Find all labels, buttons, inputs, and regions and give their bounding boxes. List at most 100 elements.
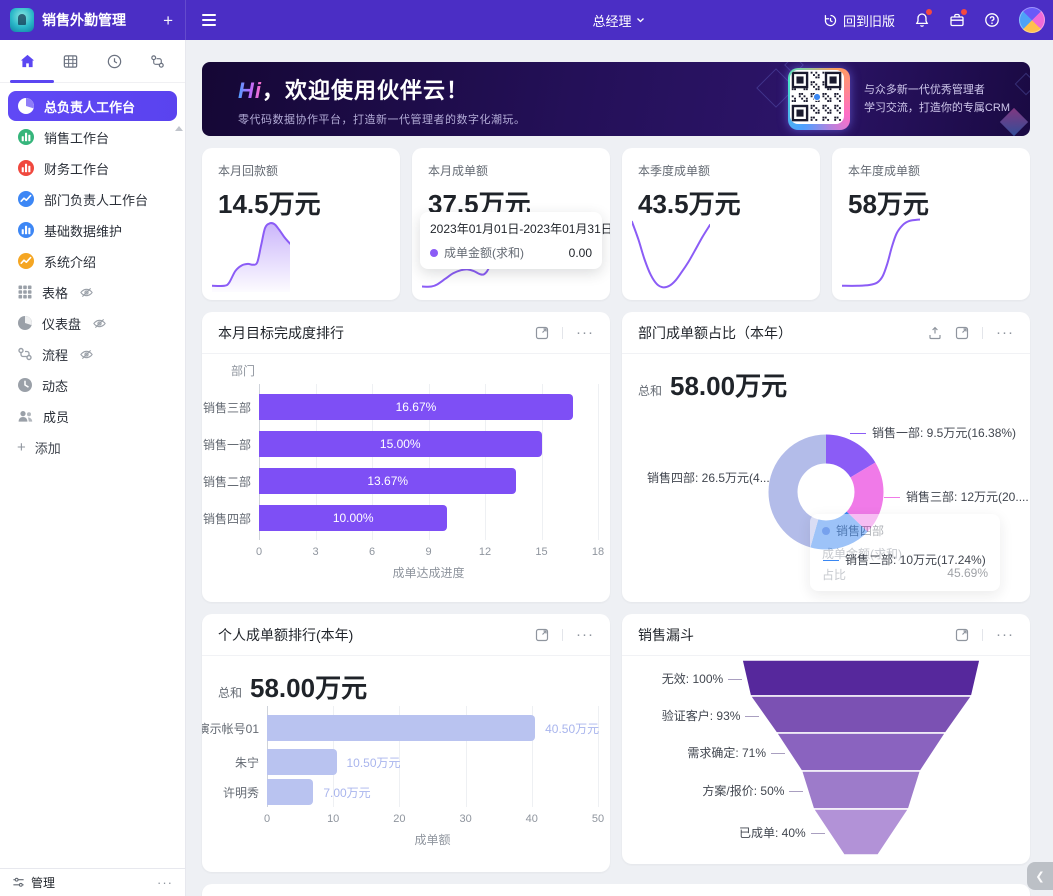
sidebar-item[interactable]: 基础数据维护	[8, 215, 177, 245]
bar-value-label: 7.00万元	[323, 786, 371, 800]
welcome-banner[interactable]: Hi，欢迎使用伙伴云！ 零代码数据协作平台，打造新一代管理者的数字化潮玩。 与众…	[202, 62, 1030, 136]
expand-icon[interactable]	[955, 326, 969, 340]
topbar-actions: 回到旧版	[823, 7, 1053, 33]
app-title: 销售外勤管理	[42, 12, 126, 28]
bar-value-label: 15.00%	[379, 437, 421, 451]
sidebar-item-label: 财务工作台	[44, 161, 110, 177]
stat-label: 本月回款额	[218, 164, 279, 178]
bar-value-label: 10.50万元	[346, 756, 401, 770]
history-icon	[824, 14, 837, 26]
funnel-stage-label: 已成单: 40%	[739, 824, 825, 841]
active-tab-indicator	[10, 80, 54, 83]
gridline	[399, 706, 401, 807]
stat-value: 43.5万元	[638, 189, 741, 219]
x-tick-label: 10	[327, 813, 340, 825]
tab-recent[interactable]	[97, 44, 131, 78]
app-logo	[10, 8, 34, 32]
sidebar-item[interactable]: 表格	[8, 277, 177, 307]
category-label: 销售二部	[202, 475, 251, 489]
panel-title: 部门成单额占比（本年）	[638, 324, 792, 341]
sparkline-chart	[212, 214, 290, 292]
sidebar-item[interactable]: 成员	[8, 401, 177, 431]
workflow-icon	[151, 54, 164, 68]
category-label: 朱宁	[234, 756, 259, 770]
funnel-band	[748, 695, 974, 734]
qr-code	[787, 68, 850, 130]
donut-callout: 销售二部: 10万元(17.24%)	[823, 551, 986, 568]
sidebar-item[interactable]: 流程	[8, 339, 177, 369]
scroll-up-arrow-icon[interactable]	[175, 126, 183, 131]
banner-qr-block: 与众多新一代优秀管理者 学习交流，打造你的专属CRM	[787, 62, 1010, 136]
sidebar-item-label: 成员	[43, 409, 70, 425]
stat-card-quarterly-deals[interactable]: 本季度成单额 43.5万元	[622, 148, 820, 300]
table-grid-icon	[64, 54, 78, 68]
sidebar-toggle-icon[interactable]	[202, 14, 216, 26]
banner-decoration	[1014, 72, 1030, 96]
more-icon[interactable]: ···	[576, 625, 594, 643]
tab-home[interactable]	[11, 44, 45, 78]
sidebar-item[interactable]: 总负责人工作台	[8, 91, 177, 121]
more-icon[interactable]: ···	[576, 323, 594, 341]
sidebar-manage[interactable]: 管理 ···	[0, 868, 185, 896]
donut-callout: 销售三部: 12万元(20....	[884, 488, 1029, 505]
sidebar-item[interactable]: 系统介绍	[8, 246, 177, 276]
expand-icon[interactable]	[535, 628, 549, 642]
more-icon[interactable]: ···	[996, 625, 1014, 643]
x-axis-title: 成单额	[414, 833, 451, 847]
workbench-button[interactable]	[949, 9, 967, 28]
stat-card-monthly-deals[interactable]: 本月成单额 37.5万元 2023年01月01日-2023年01月31日 成单金…	[412, 148, 610, 300]
sliders-icon	[13, 877, 24, 887]
series-dot	[430, 248, 438, 257]
tab-workflow[interactable]	[140, 44, 174, 78]
sidebar-item[interactable]: 动态	[8, 370, 177, 400]
tab-tables[interactable]	[54, 44, 88, 78]
bar: 16.67%	[259, 394, 573, 420]
sparkline-chart	[632, 214, 710, 292]
flow-icon	[18, 347, 32, 361]
help-button[interactable]	[984, 12, 1000, 28]
notifications-button[interactable]	[914, 9, 932, 28]
sidebar-item-label: 流程	[42, 347, 69, 363]
bar-chart-icon	[18, 160, 34, 176]
bar-chart-icon	[18, 222, 34, 238]
user-avatar[interactable]	[1019, 7, 1045, 33]
tooltip-series: 成单金额(求和)	[444, 246, 524, 260]
sidebar: 总负责人工作台 销售工作台财务工作台部门负责人工作台基础数据维护 系统介绍 表格仪表盘…	[0, 40, 186, 896]
collapse-handle[interactable]: ❮	[1027, 862, 1053, 890]
x-tick-label: 0	[263, 813, 271, 825]
x-tick-label: 15	[535, 546, 548, 558]
category-label: 许明秀	[222, 786, 259, 800]
expand-icon[interactable]	[535, 326, 549, 340]
gridline	[485, 384, 486, 540]
gridline	[465, 706, 467, 807]
y-axis-line	[259, 384, 260, 540]
sidebar-add-button[interactable]: + 添加	[0, 432, 185, 462]
more-icon[interactable]: ···	[157, 875, 173, 890]
gridline	[598, 384, 599, 540]
bar: 13.67%	[259, 468, 517, 494]
panel-sales-funnel: 销售漏斗 ··· 无效: 100% 验证客户: 93% 需求确定: 71% 方案/报价…	[622, 614, 1030, 864]
stat-value: 58万元	[848, 189, 929, 219]
sidebar-item[interactable]: 财务工作台	[8, 153, 177, 183]
sidebar-item[interactable]: 销售工作台	[8, 122, 177, 152]
category-label: 销售四部	[202, 512, 251, 526]
sidebar-item-label: 部门负责人工作台	[44, 192, 149, 208]
question-icon	[985, 13, 999, 27]
more-icon[interactable]: ···	[996, 323, 1014, 341]
sidebar-item-label: 动态	[42, 378, 69, 394]
stat-cards-row: 本月回款额 14.5万元 本月成单额 37.5万元 2023年01月01日-20…	[202, 148, 1030, 300]
back-to-old-button[interactable]: 回到旧版	[823, 11, 895, 30]
sidebar-item[interactable]: 仪表盘	[8, 308, 177, 338]
sidebar-item[interactable]: 部门负责人工作台	[8, 184, 177, 214]
role-selector[interactable]: 总经理	[592, 0, 645, 40]
stat-value: 14.5万元	[218, 189, 321, 219]
sidebar-item-label: 仪表盘	[42, 316, 82, 332]
category-label: 演示帐号01	[202, 722, 259, 736]
x-tick-label: 12	[478, 546, 492, 558]
stat-card-yearly-deals[interactable]: 本年度成单额 58万元	[832, 148, 1030, 300]
download-icon[interactable]	[928, 326, 942, 340]
stat-card-monthly-payment[interactable]: 本月回款额 14.5万元	[202, 148, 400, 300]
expand-icon[interactable]	[955, 628, 969, 642]
add-app-button[interactable]: +	[163, 10, 173, 30]
chart-tooltip: 2023年01月01日-2023年01月31日 成单金额(求和) 0.00	[420, 212, 610, 269]
